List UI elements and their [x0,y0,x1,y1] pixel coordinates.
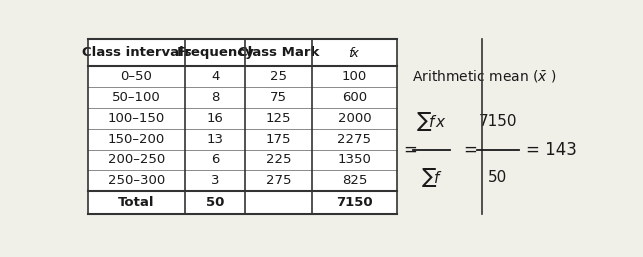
Text: Class Mark: Class Mark [238,46,320,59]
Text: 825: 825 [341,174,367,187]
Text: $\sum\!f$: $\sum\!f$ [421,166,442,189]
Text: 50: 50 [488,170,507,185]
Text: 50–100: 50–100 [112,91,161,104]
Text: 13: 13 [207,133,224,146]
Bar [185,150,246,170]
Bar [312,39,397,67]
Text: 100: 100 [341,70,367,83]
Bar [185,129,246,150]
Text: 2275: 2275 [338,133,371,146]
Bar [88,67,185,87]
Bar [185,108,246,129]
Text: 275: 275 [266,174,291,187]
Bar [185,39,246,67]
Bar [246,39,312,67]
Text: 100–150: 100–150 [108,112,165,125]
Text: 250–300: 250–300 [108,174,165,187]
Bar [88,87,185,108]
Bar [312,108,397,129]
Text: 6: 6 [211,153,219,167]
Text: 8: 8 [211,91,219,104]
Text: Frequency: Frequency [176,46,254,59]
Bar [246,170,312,191]
Text: 7150: 7150 [478,114,517,129]
Text: $\sum\!f\,x$: $\sum\!f\,x$ [416,110,448,133]
Text: 225: 225 [266,153,291,167]
Bar [312,191,397,214]
Text: 25: 25 [270,70,287,83]
Text: =: = [463,141,476,159]
Text: 16: 16 [207,112,224,125]
Bar [88,108,185,129]
Bar [88,150,185,170]
Text: Total: Total [118,196,155,209]
Bar [185,67,246,87]
Bar [312,87,397,108]
Text: 1350: 1350 [338,153,371,167]
Bar [246,67,312,87]
Text: Arithmetic mean ($\bar{x}$ ): Arithmetic mean ($\bar{x}$ ) [412,68,556,84]
Text: 600: 600 [342,91,367,104]
Bar [88,39,185,67]
Text: 125: 125 [266,112,291,125]
Bar [246,150,312,170]
Bar [88,129,185,150]
Bar [246,87,312,108]
Text: 150–200: 150–200 [108,133,165,146]
Text: 3: 3 [211,174,219,187]
Text: 175: 175 [266,133,291,146]
Text: Class intervals: Class intervals [82,46,192,59]
Text: 75: 75 [270,91,287,104]
Text: 0–50: 0–50 [121,70,152,83]
Text: 200–250: 200–250 [108,153,165,167]
Bar [246,129,312,150]
Bar [88,191,185,214]
Bar [246,108,312,129]
Text: $f\!x$: $f\!x$ [348,45,361,60]
Bar [312,170,397,191]
Bar [246,191,312,214]
Text: 7150: 7150 [336,196,373,209]
Text: 4: 4 [211,70,219,83]
Text: =: = [403,141,417,159]
Text: 50: 50 [206,196,224,209]
Text: 2000: 2000 [338,112,371,125]
Bar [88,170,185,191]
Bar [185,87,246,108]
Bar [185,170,246,191]
Bar [312,67,397,87]
Bar [312,150,397,170]
Bar [312,129,397,150]
Bar [185,191,246,214]
Text: = 143: = 143 [527,141,577,159]
